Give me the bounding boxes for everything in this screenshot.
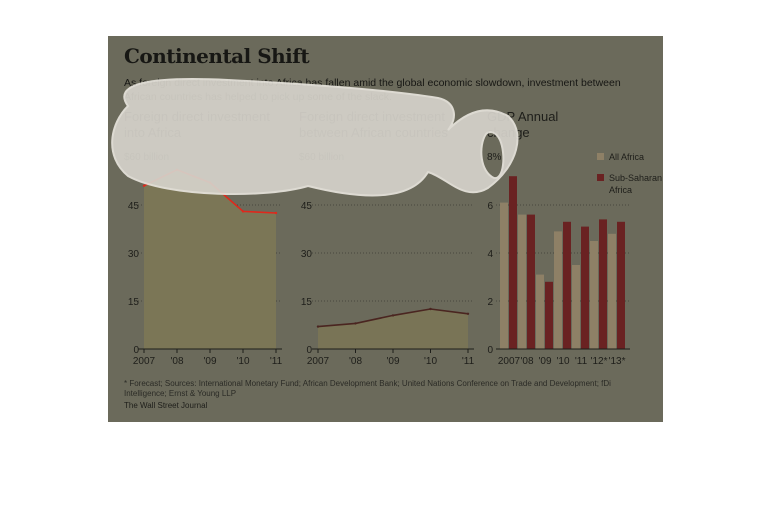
footnote: * Forecast; Sources: International Monet… bbox=[124, 379, 611, 398]
bar-sub-saharan bbox=[617, 221, 625, 349]
x-tick-label: 2007 bbox=[498, 356, 521, 367]
x-tick-label: '11 bbox=[575, 356, 588, 367]
x-tick-label: '08 bbox=[170, 356, 183, 367]
page-title: Continental Shift bbox=[124, 44, 310, 68]
bar-sub-saharan bbox=[599, 219, 607, 349]
y-tick-label: 0 bbox=[133, 345, 139, 356]
credit: The Wall Street Journal bbox=[124, 401, 208, 410]
y-tick-label: 30 bbox=[301, 249, 313, 260]
data-point bbox=[391, 314, 395, 317]
data-point bbox=[429, 307, 432, 311]
legend-label: Sub-Saharan bbox=[609, 173, 662, 183]
x-tick-label: 2007 bbox=[133, 356, 156, 367]
y-tick-label: 6 bbox=[487, 201, 493, 212]
y-tick-label: 45 bbox=[301, 201, 313, 212]
x-tick-label: '11 bbox=[270, 356, 283, 367]
bar-sub-saharan bbox=[527, 214, 535, 349]
bar-all-africa bbox=[590, 241, 598, 349]
data-point bbox=[175, 168, 179, 171]
y-tick-label: 45 bbox=[128, 201, 140, 212]
x-tick-label: '09 bbox=[386, 356, 399, 367]
x-tick-label: '09 bbox=[538, 356, 551, 367]
bar-all-africa bbox=[572, 265, 580, 349]
y-tick-label: 4 bbox=[487, 249, 493, 260]
data-point bbox=[354, 322, 357, 325]
y-tick-label: 15 bbox=[301, 297, 313, 308]
y-tick-label: 15 bbox=[128, 297, 140, 308]
bar-all-africa bbox=[554, 231, 562, 349]
bar-sub-saharan bbox=[545, 281, 553, 349]
data-point bbox=[274, 211, 278, 215]
legend-label: All Africa bbox=[609, 152, 644, 162]
x-tick-label: '08 bbox=[520, 356, 533, 367]
data-point bbox=[241, 210, 245, 213]
x-tick-label: '12* bbox=[591, 356, 608, 367]
y-tick-label: 0 bbox=[306, 345, 312, 356]
x-tick-label: '10 bbox=[236, 356, 249, 367]
bar-all-africa bbox=[608, 233, 616, 349]
area-fill bbox=[318, 309, 468, 349]
bar-all-africa bbox=[536, 274, 544, 349]
chart-panel: Continental Shift As foreign direct inve… bbox=[108, 36, 663, 422]
bar-all-africa bbox=[500, 202, 508, 349]
bar-sub-saharan bbox=[509, 176, 517, 349]
x-tick-label: '10 bbox=[556, 356, 569, 367]
data-point bbox=[208, 181, 212, 184]
y-tick-label: 2 bbox=[487, 297, 493, 308]
data-point bbox=[142, 184, 146, 187]
area-fill bbox=[144, 169, 276, 349]
x-tick-label: '10 bbox=[424, 356, 437, 367]
data-point bbox=[466, 312, 470, 315]
data-point bbox=[316, 325, 320, 328]
y-tick-label: 30 bbox=[128, 249, 140, 260]
x-tick-label: '08 bbox=[349, 356, 362, 367]
y-tick-label: 0 bbox=[487, 345, 493, 356]
legend-swatch-all-africa bbox=[597, 153, 604, 160]
bar-sub-saharan bbox=[563, 221, 571, 349]
bar-sub-saharan bbox=[581, 226, 589, 349]
legend-label: Africa bbox=[609, 185, 632, 195]
bar-all-africa bbox=[518, 214, 526, 349]
x-tick-label: 2007 bbox=[307, 356, 330, 367]
x-tick-label: '13* bbox=[609, 356, 626, 367]
legend-swatch-sub-saharan bbox=[597, 174, 604, 181]
charts-svg: 45301502007'08'09'10'1145301502007'08'09… bbox=[128, 152, 662, 367]
x-tick-label: '11 bbox=[462, 356, 475, 367]
x-tick-label: '09 bbox=[203, 356, 216, 367]
